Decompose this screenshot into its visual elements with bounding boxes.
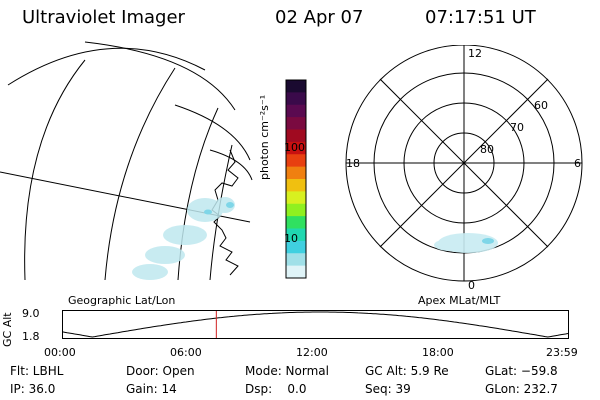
colorbar-cell	[286, 166, 306, 180]
colorbar-label: photon cm⁻²s⁻¹	[258, 94, 271, 180]
filter-field: Flt: LBHL	[10, 364, 64, 378]
colorbar-cell	[286, 228, 306, 242]
altitude-curve	[62, 311, 569, 338]
xtick-1200: 12:00	[296, 346, 328, 359]
aurora-bright	[204, 202, 234, 215]
colorbar-cell	[286, 179, 306, 192]
timeline-ytick-max: 9.0	[22, 307, 40, 320]
colorbar	[285, 79, 307, 279]
timeline-frame	[62, 310, 569, 339]
timeline-ytick-min: 1.8	[22, 330, 40, 343]
colorbar-cell	[286, 80, 306, 93]
colorbar-cell	[286, 104, 306, 118]
aurora-emission	[132, 197, 235, 280]
xtick-1800: 18:00	[422, 346, 454, 359]
colorbar-cell	[286, 191, 306, 205]
lat-circle	[209, 149, 253, 181]
date-label: 02 Apr 07	[275, 7, 364, 28]
colorbar-cell	[286, 117, 306, 130]
glat-field: GLat: −59.8	[485, 364, 558, 378]
lon-line	[104, 67, 176, 281]
polar-diagonal	[379, 78, 549, 248]
colorbar-cell	[286, 141, 306, 155]
dsp-field: Dsp: 0.0	[245, 382, 307, 396]
gc-alt-field: GC Alt: 5.9 Re	[365, 364, 449, 378]
xtick-2359: 23:59	[546, 346, 578, 359]
polar-plot: 12 6 0 18 60 70 80	[345, 45, 583, 292]
mlat-label-70: 70	[510, 121, 524, 134]
colorbar-cell	[286, 240, 306, 254]
mlt-label-6: 6	[574, 157, 581, 170]
colorbar-cell	[286, 253, 306, 267]
door-field: Door: Open	[126, 364, 195, 378]
glon-field: GLon: 232.7	[485, 382, 558, 396]
mode-field: Mode: Normal	[245, 364, 329, 378]
polar-aurora	[434, 233, 498, 253]
mlt-label-12: 12	[468, 47, 482, 60]
colorbar-cell	[286, 154, 306, 168]
lon-line	[24, 59, 86, 281]
lat-circle	[84, 41, 236, 111]
lat-circle	[7, 47, 206, 86]
left-map-caption: Geographic Lat/Lon	[68, 294, 176, 307]
altitude-timeline	[62, 310, 569, 339]
mlat-label-60: 60	[534, 99, 548, 112]
xtick-0000: 00:00	[44, 346, 76, 359]
seq-field: Seq: 39	[365, 382, 411, 396]
colorbar-tick-100: 100	[284, 141, 305, 154]
geographic-map	[0, 41, 253, 281]
right-map-caption: Apex MLat/MLT	[418, 294, 501, 307]
colorbar-cell	[286, 265, 306, 279]
colorbar-cell	[286, 129, 306, 143]
time-label: 07:17:51 UT	[425, 7, 536, 28]
colorbar-cell	[286, 216, 306, 229]
instrument-title: Ultraviolet Imager	[22, 7, 185, 28]
lat-circle	[174, 104, 251, 161]
polar-aurora-bright	[482, 238, 494, 244]
xtick-0600: 06:00	[170, 346, 202, 359]
mlt-label-18: 18	[346, 157, 360, 170]
colorbar-tick-10: 10	[284, 232, 298, 245]
timeline-ylabel: GC Alt	[1, 312, 14, 347]
mlat-label-80: 80	[480, 143, 494, 156]
ip-field: IP: 36.0	[10, 382, 56, 396]
gain-field: Gain: 14	[126, 382, 177, 396]
colorbar-cell	[286, 203, 306, 217]
colorbar-cell	[286, 92, 306, 106]
mlt-label-0: 0	[468, 279, 475, 292]
